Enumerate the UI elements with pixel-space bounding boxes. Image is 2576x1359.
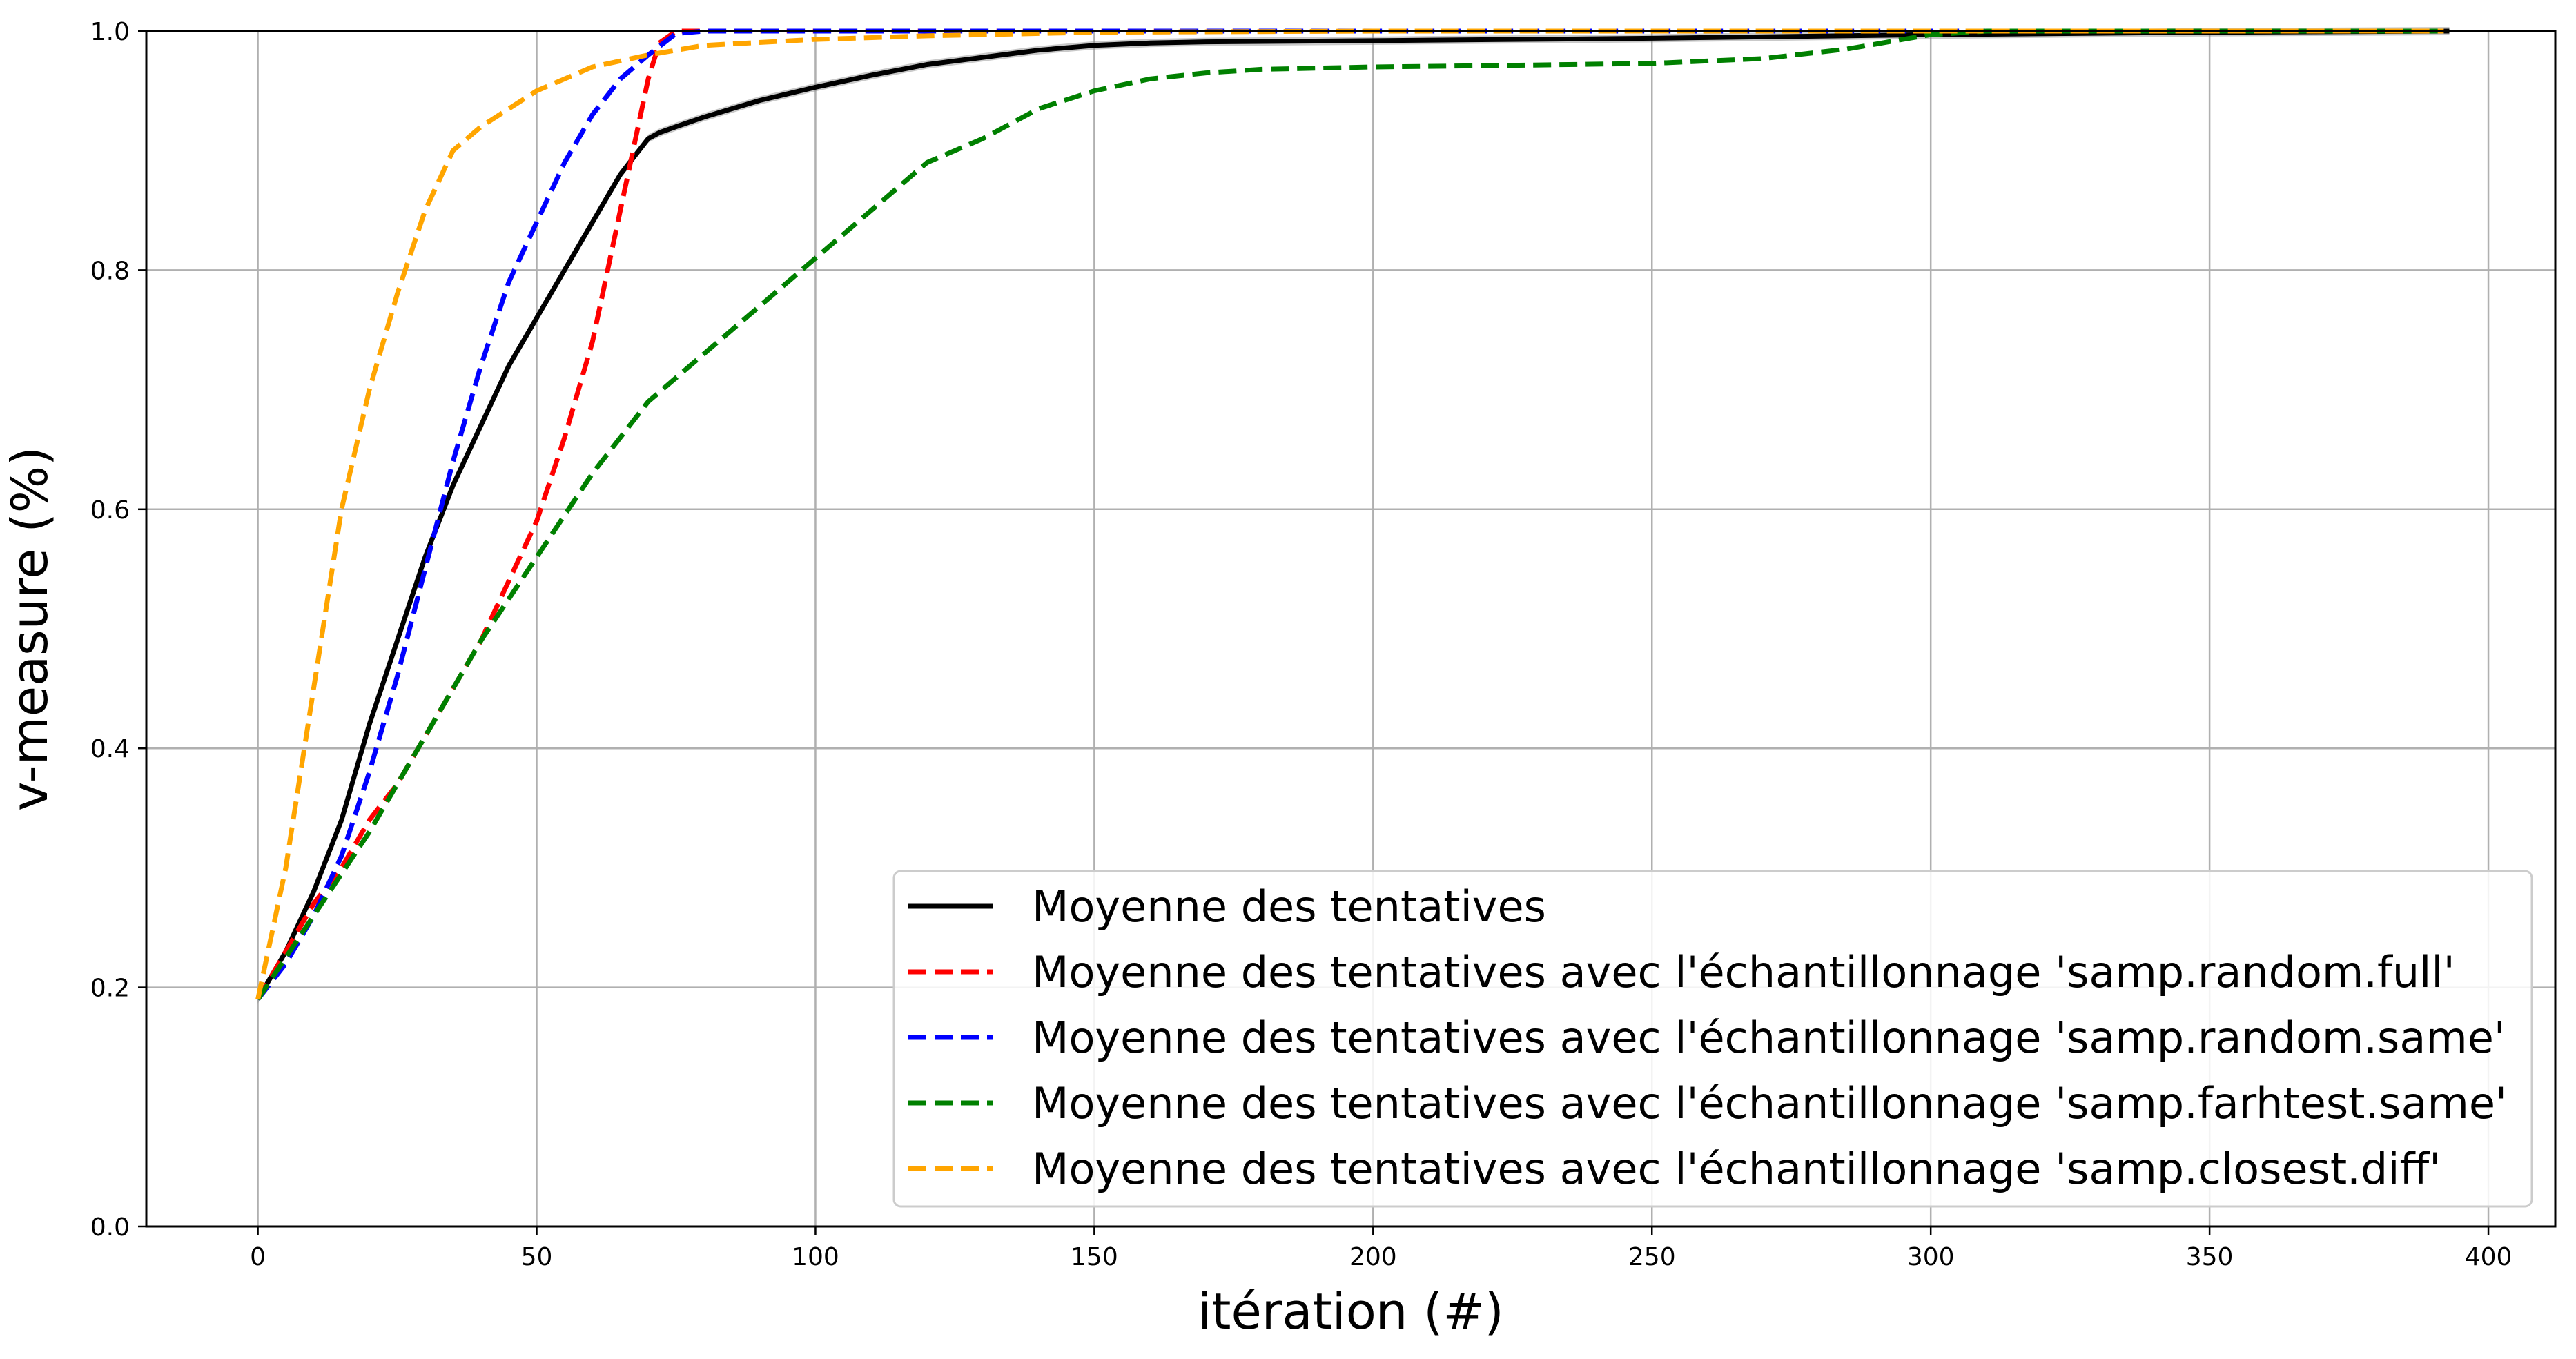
y-axis-label: v-measure (%) xyxy=(1,447,59,811)
legend-label: Moyenne des tentatives avec l'échantillo… xyxy=(1032,1078,2507,1128)
legend-label: Moyenne des tentatives xyxy=(1032,881,1546,932)
y-tick-label: 0.2 xyxy=(90,975,130,1003)
x-tick-label: 300 xyxy=(1907,1243,1955,1271)
series-line-5 xyxy=(255,28,2444,1000)
series-line-1 xyxy=(255,28,2450,1001)
legend-label: Moyenne des tentatives avec l'échantillo… xyxy=(1032,947,2455,997)
y-tick-label: 0.0 xyxy=(90,1213,130,1242)
legend-entries: Moyenne des tentatives Moyenne des tentat… xyxy=(908,881,2507,1194)
series-line-4 xyxy=(255,28,2444,1001)
y-tick-label: 0.4 xyxy=(90,735,130,763)
y-tick-label: 0.6 xyxy=(90,496,130,525)
x-tick-label: 400 xyxy=(2465,1243,2512,1271)
series-line-2 xyxy=(255,28,2444,1001)
confidence-band-layer xyxy=(257,27,2450,1004)
plot-frame xyxy=(145,30,2557,1228)
series-line-3 xyxy=(255,28,2444,1001)
legend-box xyxy=(892,870,2533,1208)
y-tick-label: 0.8 xyxy=(90,257,130,285)
x-tick-label: 200 xyxy=(1349,1243,1397,1271)
x-tick-label: 0 xyxy=(250,1243,266,1271)
axis-ticks: 0 50 100 150 200 250 300 350 400 0.0 0.2 0.4 0.6 0.8 1… xyxy=(90,18,2512,1271)
x-tick-label: 50 xyxy=(521,1243,553,1271)
x-tick-label: 150 xyxy=(1071,1243,1118,1271)
y-tick-label: 1.0 xyxy=(90,18,130,46)
x-tick-label: 250 xyxy=(1628,1243,1676,1271)
legend-label: Moyenne des tentatives avec l'échantillo… xyxy=(1032,1144,2441,1194)
x-tick-label: 100 xyxy=(792,1243,839,1271)
legend-label: Moyenne des tentatives avec l'échantillo… xyxy=(1032,1013,2506,1063)
legend: Moyenne des tentatives Moyenne des tentat… xyxy=(892,870,2533,1208)
x-tick-label: 350 xyxy=(2186,1243,2234,1271)
x-axis-label: itération (#) xyxy=(1198,1282,1504,1340)
series-lines xyxy=(255,28,2450,1001)
series-band xyxy=(257,27,2450,1004)
